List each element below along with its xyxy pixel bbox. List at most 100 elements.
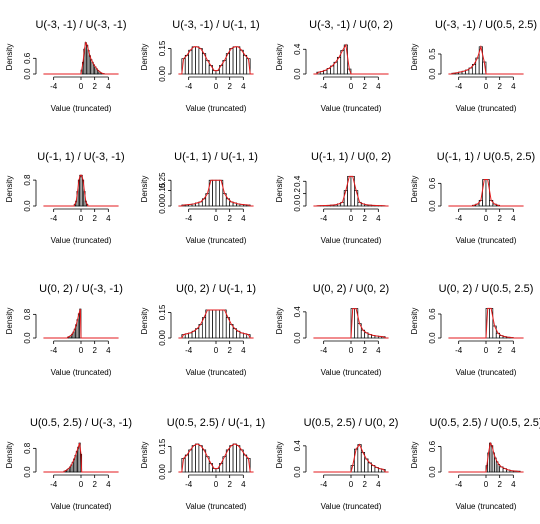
- x-tick-label: 2: [227, 346, 232, 355]
- x-tick-label: 2: [92, 346, 97, 355]
- histogram-panel: U(-1, 1) / U(0, 2) -4 0 2 4 0.00.20.4 Value (t…: [275, 151, 391, 245]
- x-tick-label: -4: [320, 480, 328, 489]
- y-tick-label: 0.00: [158, 198, 167, 214]
- x-tick-label: 2: [227, 214, 232, 223]
- y-tick-label: 0.0: [428, 68, 437, 80]
- density-curve: [43, 41, 119, 75]
- histogram-bar: [482, 179, 487, 207]
- y-axis-label: Density: [5, 442, 14, 469]
- density-curve: [313, 43, 389, 75]
- density-curve: [448, 441, 524, 473]
- histogram-bar: [188, 49, 193, 75]
- histogram-bar: [236, 445, 241, 473]
- panel-title: U(-3, -1) / U(-3, -1): [35, 19, 126, 31]
- histogram-bar: [232, 443, 237, 473]
- histogram-bar: [212, 179, 217, 207]
- histogram-panel: U(0.5, 2.5) / U(-1, 1) -4 0 2 4 0.00 0.15 Value…: [140, 417, 265, 511]
- x-tick-label: 0: [79, 346, 84, 355]
- x-tick-label: -4: [455, 82, 463, 91]
- x-axis-label: Value (truncated): [51, 368, 112, 377]
- x-axis-label: Value (truncated): [321, 368, 382, 377]
- y-tick-label: 0.6: [23, 52, 32, 64]
- histogram-bar: [212, 309, 217, 339]
- x-tick-label: 0: [214, 346, 219, 355]
- histogram-bar: [236, 46, 241, 75]
- histogram-bar: [215, 179, 220, 207]
- histogram-bar: [354, 190, 359, 207]
- panel-title: U(-3, -1) / U(-1, 1): [172, 19, 259, 31]
- density-curve: [178, 309, 254, 339]
- x-axis-label: Value (truncated): [186, 502, 247, 511]
- y-tick-label: 0.0: [293, 466, 302, 478]
- y-tick-label: 0.2: [293, 188, 302, 200]
- x-tick-label: -4: [455, 346, 463, 355]
- x-tick-label: 4: [241, 480, 246, 489]
- density-curve: [313, 443, 389, 473]
- y-axis-label: Density: [275, 442, 284, 469]
- histogram-bar: [215, 309, 220, 339]
- panel-title: U(-1, 1) / U(0, 2): [311, 151, 391, 163]
- histogram-panel: U(0.5, 2.5) / U(0, 2) -4 0 2 4 0.0 0.4 Value (t…: [275, 417, 398, 511]
- y-tick-label: 0.00: [158, 330, 167, 346]
- x-tick-label: 2: [497, 346, 502, 355]
- x-tick-label: -4: [50, 480, 58, 489]
- panel-title: U(-1, 1) / U(0.5, 2.5): [437, 151, 535, 163]
- y-tick-label: 0.4: [293, 175, 302, 187]
- x-tick-label: 0: [349, 82, 354, 91]
- x-tick-label: 4: [106, 346, 111, 355]
- x-tick-label: 2: [497, 214, 502, 223]
- histogram-bar: [191, 46, 196, 75]
- panel-title: U(-1, 1) / U(-1, 1): [174, 151, 258, 163]
- histogram-panel: U(0, 2) / U(0, 2) -4 0 2 4 0.0 0.4 Value (trunc…: [275, 283, 389, 377]
- x-tick-label: 2: [92, 82, 97, 91]
- y-tick-label: 0.15: [158, 438, 167, 454]
- x-tick-label: 0: [349, 214, 354, 223]
- x-axis-label: Value (truncated): [456, 502, 517, 511]
- x-tick-label: -4: [50, 82, 58, 91]
- histogram-bar: [343, 190, 348, 207]
- x-axis-label: Value (truncated): [186, 104, 247, 113]
- histogram-panel: U(0, 2) / U(-1, 1) -4 0 2 4 0.00 0.15 Value (tr…: [140, 283, 256, 377]
- y-tick-label: 0.15: [158, 304, 167, 320]
- x-tick-label: 4: [511, 214, 516, 223]
- density-curve: [178, 443, 254, 473]
- histogram-panel: U(0, 2) / U(0.5, 2.5) -4 0 2 4 0.0 0.6 Value (t…: [410, 283, 533, 377]
- x-tick-label: 0: [484, 82, 489, 91]
- histogram-bar: [198, 445, 203, 473]
- y-axis-label: Density: [275, 308, 284, 335]
- x-tick-label: -4: [185, 214, 193, 223]
- y-axis-label: Density: [140, 44, 149, 71]
- x-tick-label: -4: [185, 346, 193, 355]
- x-tick-label: 4: [241, 346, 246, 355]
- x-tick-label: 0: [79, 82, 84, 91]
- density-curve: [448, 179, 524, 207]
- y-tick-label: 0.25: [158, 172, 167, 188]
- x-tick-label: 0: [484, 346, 489, 355]
- histogram-bar: [188, 449, 193, 473]
- density-curve: [448, 307, 524, 339]
- y-axis-label: Density: [5, 176, 14, 203]
- y-tick-label: 0.0: [428, 332, 437, 344]
- x-tick-label: 4: [511, 346, 516, 355]
- x-tick-label: 0: [79, 214, 84, 223]
- x-tick-label: 4: [376, 214, 381, 223]
- histogram-bar: [195, 443, 200, 473]
- y-tick-label: 0.6: [428, 308, 437, 320]
- histogram-bar: [222, 309, 227, 339]
- y-axis-label: Density: [5, 44, 14, 71]
- y-axis-label: Density: [410, 442, 419, 469]
- x-axis-label: Value (truncated): [321, 104, 382, 113]
- panel-title: U(0.5, 2.5) / U(-3, -1): [30, 417, 132, 429]
- histogram-bar: [198, 48, 203, 75]
- histogram-bar: [219, 309, 224, 339]
- histogram-bar: [239, 49, 244, 75]
- histogram-bar: [343, 44, 348, 75]
- x-axis-label: Value (truncated): [51, 236, 112, 245]
- y-tick-label: 0.4: [293, 440, 302, 452]
- y-tick-label: 0.0: [428, 200, 437, 212]
- x-tick-label: 0: [214, 214, 219, 223]
- x-tick-label: 4: [106, 82, 111, 91]
- panel-title: U(-3, -1) / U(0, 2): [309, 19, 393, 31]
- histogram-bar: [340, 50, 345, 75]
